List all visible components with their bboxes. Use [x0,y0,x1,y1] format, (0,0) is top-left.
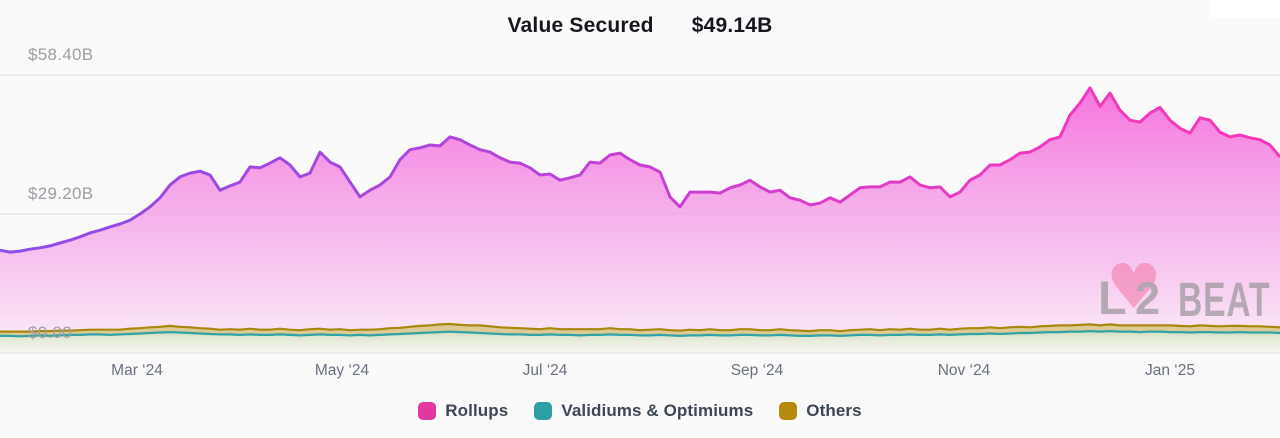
x-tick-nov24: Nov ‘24 [937,362,991,379]
legend-item-others: Others [779,401,862,421]
legend-label-others: Others [806,401,862,420]
chart-legend: Rollups Validiums & Optimiums Others [0,401,1280,421]
rollups-swatch-icon [418,402,437,420]
chart-current-value: $49.14B [691,14,773,37]
legend-item-validiums: Validiums & Optimiums [534,401,753,421]
x-tick-sep24: Sep ‘24 [730,362,784,379]
x-tick-jan25: Jan ‘25 [1145,362,1195,379]
x-axis: Mar ‘24 May ‘24 Jul ‘24 Sep ‘24 Nov ‘24 … [0,362,1280,384]
x-tick-mar24: Mar ‘24 [111,362,163,379]
y-axis-label-58b: $58.40B [28,44,94,64]
validiums-swatch-icon [534,402,553,420]
others-swatch-icon [779,402,798,420]
x-tick-jul24: Jul ‘24 [522,362,568,379]
chart-title: Value Secured [507,14,654,37]
legend-label-rollups: Rollups [445,401,509,420]
x-tick-may24: May ‘24 [314,362,370,379]
chart-header: Value Secured $49.14B [0,14,1280,38]
y-axis-label-29b: $29.20B [28,183,94,203]
legend-label-validiums: Validiums & Optimiums [561,401,754,420]
legend-item-rollups: Rollups [418,401,508,421]
page-corner [1211,0,1280,18]
y-axis-label-0: $0.00 [28,323,73,342]
